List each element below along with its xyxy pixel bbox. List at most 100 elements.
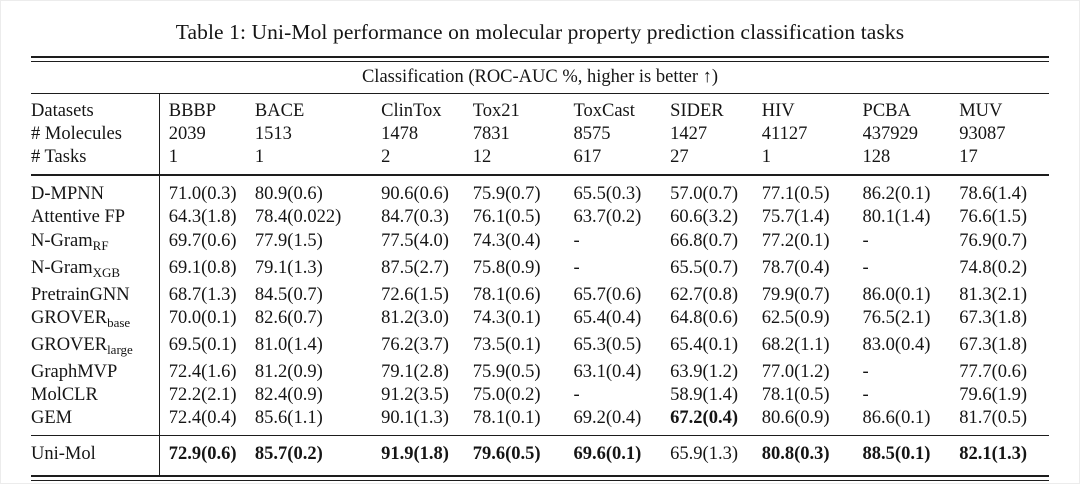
score-cell: 91.2(3.5) [381, 385, 449, 406]
method-name: N-Gram [31, 257, 93, 278]
method-subscript: large [107, 341, 133, 357]
score-cell: - [573, 257, 580, 278]
dataset-name: Tox21 [472, 101, 520, 121]
method-name: MolCLR [31, 385, 98, 406]
score-cell: 67.3(1.8) [959, 307, 1028, 328]
score-cell: 77.5(4.0) [381, 230, 449, 251]
method-name: GROVER [31, 334, 108, 355]
method-label: MolCLR [31, 384, 159, 407]
score-cell: 72.4(1.6) [158, 361, 255, 385]
score-cell: 64.8(0.6) [670, 307, 738, 328]
method-subscript: XGB [92, 264, 121, 280]
score-cell: 71.0(0.3) [158, 175, 255, 207]
score-cell: 70.0(0.1) [158, 306, 255, 334]
score-cell: - [862, 230, 869, 251]
score-cell: 81.3(2.1) [959, 284, 1028, 305]
bottom-rule [31, 475, 1049, 482]
task-count: 1 [761, 145, 863, 177]
score-cell: 67.2(0.4) [670, 408, 738, 429]
method-label: GROVERlarge [31, 334, 159, 361]
method-label: PretrainGNN [31, 284, 159, 307]
score-cell: 60.6(3.2) [670, 207, 738, 228]
score-cell: 63.1(0.4) [573, 362, 642, 383]
score-cell: 78.1(0.1) [472, 408, 541, 429]
score-cell: 81.0(1.4) [254, 334, 323, 355]
score-cell: 82.1(1.3) [959, 435, 1049, 476]
score-cell: 81.7(0.5) [959, 408, 1028, 429]
metric-header: Classification (ROC-AUC %, higher is bet… [31, 62, 1049, 94]
score-cell: 76.1(0.5) [472, 207, 541, 228]
table-caption: Table 1: Uni-Mol performance on molecula… [175, 20, 905, 44]
method-row: N-GramXGB 69.1(0.8) 79.1(1.3) 87.5(2.7) 75.8… [31, 256, 1049, 284]
score-cell: 69.5(0.1) [158, 333, 255, 362]
task-count: 27 [670, 145, 762, 177]
score-cell: - [573, 385, 580, 406]
score-cell: 78.7(0.4) [761, 257, 830, 278]
score-cell: 79.9(0.7) [761, 284, 830, 305]
score-cell: 65.5(0.3) [573, 184, 642, 205]
score-cell: 75.0(0.2) [472, 385, 541, 406]
score-cell: - [573, 230, 580, 251]
method-row: PretrainGNN 68.7(1.3) 84.5(0.7) 72.6(1.5) 78… [31, 283, 1049, 307]
score-cell: 57.0(0.7) [670, 184, 738, 205]
molecules-label: # Molecules [31, 123, 122, 144]
score-cell: 86.0(0.1) [862, 284, 931, 305]
task-count: 2 [381, 145, 473, 177]
dataset-name-row: Datasets BBBP BACE ClinTox Tox21 ToxCast SIDE… [31, 93, 1049, 123]
dataset-name: HIV [761, 101, 795, 121]
score-cell: 67.3(1.8) [959, 334, 1028, 355]
score-cell: 74.3(0.4) [472, 230, 541, 251]
score-cell: 65.7(0.6) [573, 284, 642, 305]
method-name: GEM [31, 408, 73, 429]
score-cell: 81.2(0.9) [254, 362, 323, 383]
task-count: 617 [573, 145, 671, 177]
metric-header-row: Classification (ROC-AUC %, higher is bet… [31, 62, 1049, 94]
score-cell: 79.6(1.9) [959, 385, 1028, 406]
method-row: GROVERlarge 69.5(0.1) 81.0(1.4) 76.2(3.7) 73… [31, 333, 1049, 362]
score-cell: 65.3(0.5) [573, 334, 642, 355]
score-cell: 86.2(0.1) [862, 184, 931, 205]
task-count: 1 [254, 145, 382, 177]
score-cell: 80.6(0.9) [761, 408, 830, 429]
top-rule [31, 56, 1049, 62]
score-cell: 83.0(0.4) [862, 334, 931, 355]
score-cell: 87.5(2.7) [381, 257, 449, 278]
score-cell: 79.1(2.8) [381, 362, 449, 383]
score-cell: 77.7(0.6) [959, 362, 1028, 383]
score-cell: 90.6(0.6) [381, 184, 449, 205]
dataset-name: PCBA [862, 101, 911, 121]
score-cell: - [862, 362, 869, 383]
score-cell: 75.7(1.4) [761, 207, 830, 228]
score-cell: 77.1(0.5) [761, 184, 830, 205]
method-row: Attentive FP 64.3(1.8) 78.4(0.022) 84.7(0.3… [31, 206, 1049, 230]
score-cell: 63.9(1.2) [670, 362, 738, 383]
method-row: D-MPNN 71.0(0.3) 80.9(0.6) 90.6(0.6) 75.9(0.… [31, 175, 1049, 207]
molecule-count: 8575 [573, 123, 611, 144]
molecule-count: 1513 [254, 123, 292, 144]
score-cell: 79.6(0.5) [472, 435, 574, 476]
score-cell: 68.2(1.1) [761, 334, 830, 355]
molecule-count: 1427 [670, 123, 708, 144]
score-cell: 76.2(3.7) [381, 334, 449, 355]
score-cell: 66.8(0.7) [670, 230, 738, 251]
tasks-label: # Tasks [31, 145, 160, 177]
method-subscript: RF [92, 237, 109, 253]
method-label: Uni-Mol [31, 435, 160, 476]
score-cell: 65.4(0.4) [573, 307, 642, 328]
method-name: GraphMVP [31, 362, 118, 383]
score-cell: 69.1(0.8) [158, 256, 255, 284]
score-cell: 69.2(0.4) [573, 408, 642, 429]
score-cell: 74.8(0.2) [959, 257, 1028, 278]
score-cell: 76.6(1.5) [959, 207, 1028, 228]
method-name: Attentive FP [31, 207, 126, 228]
method-label: GraphMVP [31, 361, 159, 384]
score-cell: 68.7(1.3) [158, 283, 255, 307]
score-cell: 69.7(0.6) [158, 229, 255, 257]
score-cell: 77.2(0.1) [761, 230, 830, 251]
score-cell: 84.7(0.3) [381, 207, 449, 228]
unimol-result-row: Uni-Mol 72.9(0.6) 85.7(0.2) 91.9(1.8) 79.6(0… [31, 435, 1049, 476]
molecule-count: 41127 [761, 123, 808, 144]
method-label: N-GramXGB [31, 257, 159, 284]
datasets-label: Datasets [31, 101, 94, 121]
